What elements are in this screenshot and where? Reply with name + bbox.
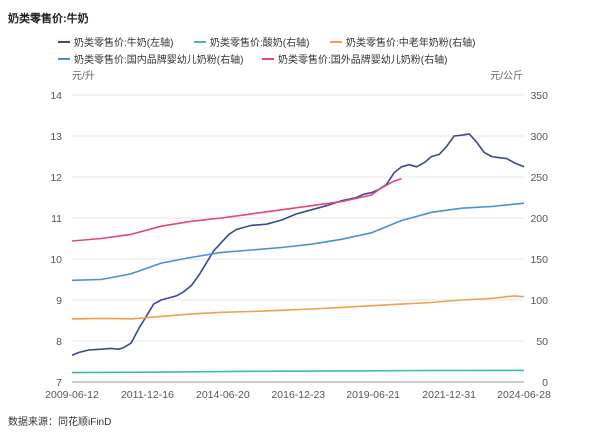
legend-label: 奶类零售价:国外品牌婴幼儿奶粉(右轴) — [278, 53, 447, 66]
legend-label: 奶类零售价:酸奶(右轴) — [210, 36, 309, 49]
left-tick-label: 14 — [50, 90, 62, 102]
right-tick-label: 150 — [530, 254, 548, 266]
right-axis-ticks: 0 50 100 150 200 250 300 350 — [530, 90, 548, 389]
x-tick-label: 2011-12-16 — [121, 389, 174, 401]
right-tick-label: 200 — [530, 213, 548, 225]
right-tick-label: 50 — [536, 336, 548, 348]
chart-title: 奶类零售价:牛奶 — [8, 11, 89, 25]
right-tick-label: 0 — [542, 377, 548, 389]
x-tick-label: 2014-06-20 — [196, 389, 250, 401]
left-tick-label: 9 — [56, 295, 62, 307]
legend-label: 奶类零售价:中老年奶粉(右轴) — [346, 36, 475, 49]
left-tick-label: 7 — [56, 377, 62, 389]
x-tick-label: 2021-12-31 — [422, 389, 476, 401]
x-tick-label: 2016-12-23 — [271, 389, 325, 401]
series-line-2 — [71, 369, 524, 374]
legend: 奶类零售价:牛奶(左轴) 奶类零售价:酸奶(右轴) 奶类零售价:中老年奶粉(右轴) 奶… — [58, 36, 475, 66]
left-tick-label: 10 — [50, 254, 62, 266]
left-tick-label: 11 — [51, 213, 62, 225]
series-lines — [71, 133, 525, 374]
data-source: 数据来源：同花顺iFinD — [8, 415, 111, 428]
legend-label: 奶类零售价:国内品牌婴幼儿奶粉(右轴) — [74, 53, 243, 66]
gridlines — [72, 94, 524, 383]
left-axis-unit: 元/升 — [72, 70, 95, 82]
x-tick-label: 2024-06-28 — [497, 389, 551, 401]
legend-label: 奶类零售价:牛奶(左轴) — [74, 36, 173, 49]
series-line-5 — [71, 177, 402, 242]
left-axis-ticks: 7 8 9 10 11 12 13 14 — [50, 90, 62, 389]
left-tick-label: 8 — [56, 336, 62, 348]
right-tick-label: 300 — [530, 131, 548, 143]
x-tick-label: 2019-06-21 — [346, 389, 400, 401]
right-tick-label: 350 — [530, 90, 548, 102]
x-axis-ticks: 2009-06-12 2011-12-16 2014-06-20 2016-12-23… — [45, 389, 551, 401]
series-line-4 — [71, 202, 525, 282]
x-tick-label: 2009-06-12 — [45, 389, 99, 401]
right-tick-label: 250 — [530, 172, 548, 184]
left-tick-label: 12 — [50, 172, 62, 184]
series-line-1 — [71, 133, 525, 357]
left-tick-label: 13 — [50, 131, 62, 143]
right-axis-unit: 元/公斤 — [490, 70, 523, 82]
series-line-3 — [71, 295, 525, 320]
right-tick-label: 100 — [530, 295, 548, 307]
